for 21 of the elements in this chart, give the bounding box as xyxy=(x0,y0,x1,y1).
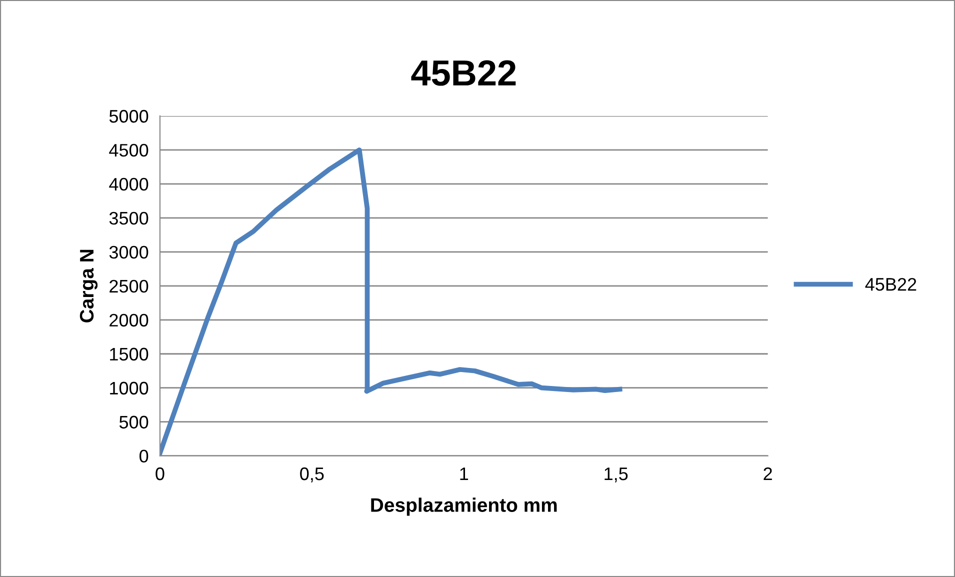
y-tick-label: 2000 xyxy=(110,314,148,327)
y-tick-label: 4000 xyxy=(109,178,148,191)
x-tick-label: 2 xyxy=(764,467,772,480)
y-tick-label: 0 xyxy=(140,450,148,463)
x-tick-label: 1 xyxy=(460,468,468,480)
y-tick-label: 3000 xyxy=(109,246,148,259)
y-tick-label: 1000 xyxy=(110,382,148,395)
x-axis-title: Desplazamiento mm xyxy=(371,498,557,516)
legend-label: 45B22 xyxy=(865,278,916,291)
y-tick-label: 500 xyxy=(119,416,148,429)
line-series xyxy=(160,148,622,456)
y-tick-label: 5000 xyxy=(109,110,148,123)
y-tick-label: 3500 xyxy=(109,212,148,225)
chart-title: 45B22 xyxy=(411,60,516,86)
y-tick-label: 2500 xyxy=(110,280,148,293)
x-tick-label: 0,5 xyxy=(300,467,324,482)
y-tick-label: 4500 xyxy=(109,144,148,157)
y-axis-title: Carga N xyxy=(80,250,98,322)
x-tick-label: 0 xyxy=(156,467,164,480)
x-tick-label: 1,5 xyxy=(604,468,628,482)
y-tick-label: 1500 xyxy=(110,348,148,361)
